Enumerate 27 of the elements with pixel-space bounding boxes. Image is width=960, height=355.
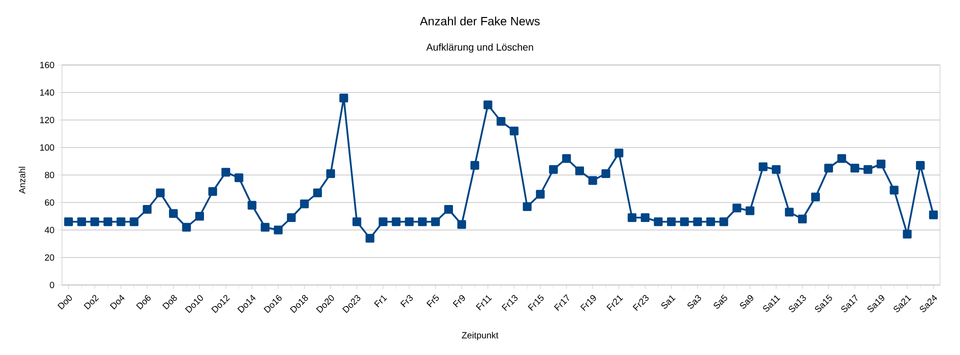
x-tick-label: Sa5 bbox=[714, 294, 728, 309]
x-tick-label: Do8 bbox=[162, 295, 177, 310]
y-tick-label: 100 bbox=[40, 144, 54, 151]
x-tick-label: Fr1 bbox=[374, 295, 388, 308]
x-tick-label: Fr11 bbox=[476, 295, 492, 310]
chart-subtitle: Aufklärung und Löschen bbox=[426, 43, 534, 53]
x-tick-label: Sa9 bbox=[740, 295, 754, 309]
x-tick-label: Do6 bbox=[136, 295, 151, 310]
x-tick-label: Do4 bbox=[110, 294, 125, 310]
y-axis-title: Anzahl bbox=[18, 166, 26, 194]
y-tick-label: 140 bbox=[40, 89, 54, 96]
x-tick-label: Sa3 bbox=[687, 295, 702, 309]
x-tick-label: Do2 bbox=[84, 295, 99, 310]
x-tick-label: Fr9 bbox=[452, 295, 465, 308]
y-tick-label: 160 bbox=[40, 62, 54, 68]
y-tick-label: 0 bbox=[50, 282, 54, 288]
x-tick-label: Do0 bbox=[58, 295, 72, 310]
x-tick-label: Fr3 bbox=[400, 295, 413, 308]
x-axis-title: Zeitpunkt bbox=[462, 332, 498, 340]
x-tick-label: Fr5 bbox=[426, 294, 439, 308]
y-tick-label: 40 bbox=[44, 226, 54, 234]
x-tick-label: Sa1 bbox=[661, 295, 676, 309]
y-tick-label: 20 bbox=[44, 254, 54, 261]
chart-title: Anzahl der Fake News bbox=[420, 16, 540, 26]
y-tick-label: 60 bbox=[44, 199, 54, 206]
y-tick-label: 120 bbox=[40, 116, 54, 124]
y-tick-label: 80 bbox=[44, 172, 54, 178]
